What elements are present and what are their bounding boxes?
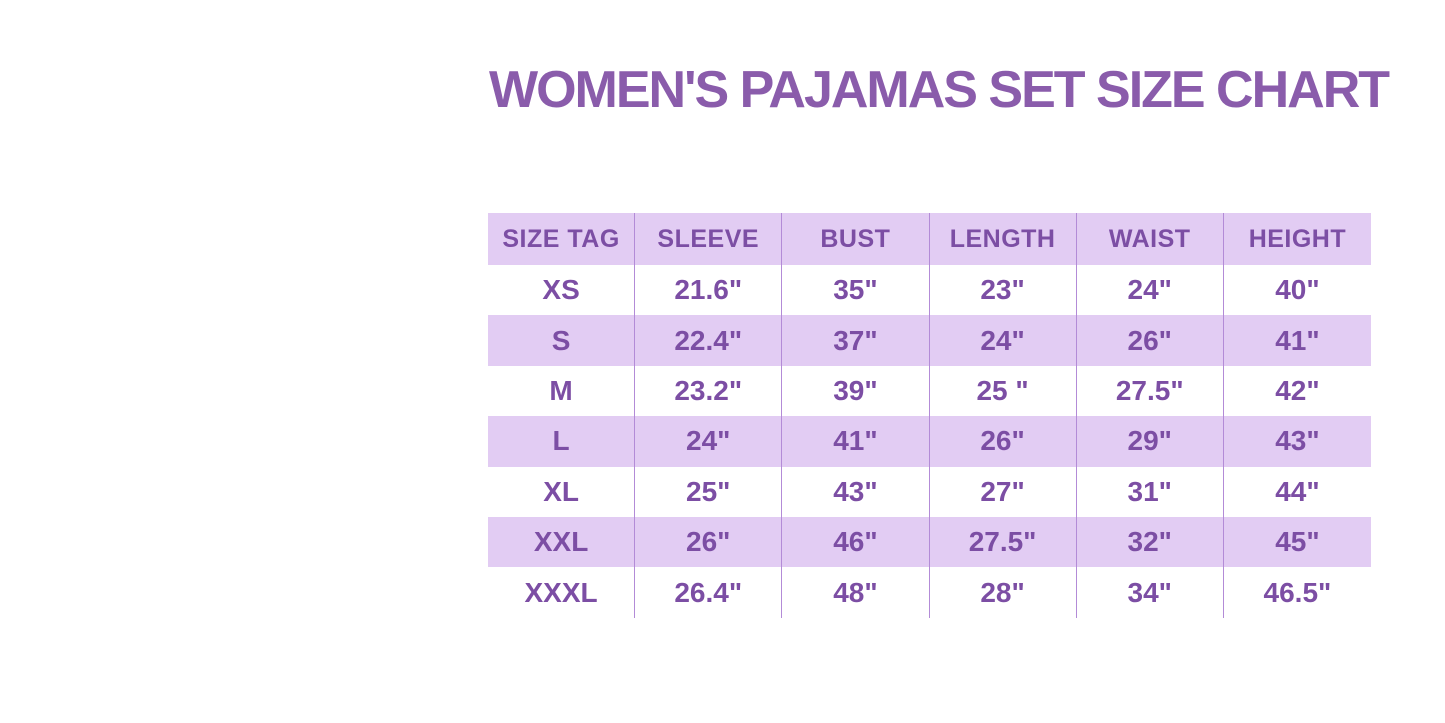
table-row-xxxl: XXXL 26.4" 48" 28" 34" 46.5": [488, 567, 1371, 618]
table-cell: L: [488, 416, 636, 467]
header-cell-size-tag: SIZE TAG: [488, 213, 636, 265]
header-cell-length: LENGTH: [930, 213, 1077, 265]
table-header-row: SIZE TAG SLEEVE BUST LENGTH WAIST HEIGHT: [488, 213, 1371, 265]
table-cell: 26.4": [635, 567, 783, 618]
table-cell: 39": [782, 365, 930, 417]
table-cell: 23.2": [635, 365, 783, 417]
header-cell-waist: WAIST: [1077, 213, 1224, 265]
page-title: WOMEN'S PAJAMAS SET SIZE CHART: [489, 61, 1390, 119]
table-cell: 40": [1275, 274, 1320, 306]
table-cell: XS: [488, 265, 636, 316]
table-cell: 43": [782, 466, 930, 517]
size-chart-table: SIZE TAG SLEEVE BUST LENGTH WAIST HEIGHT…: [488, 213, 1371, 618]
table-cell: 46.5": [1263, 576, 1332, 608]
table-cell: 24": [930, 315, 1077, 366]
header-cell-bust: BUST: [782, 213, 930, 265]
table-row-xs: XS 21.6" 35" 23" 24" 40": [488, 265, 1371, 316]
table-cell: XXL: [488, 516, 636, 568]
table-cell: 27": [930, 466, 1077, 517]
table-row-xl: XL 25" 43" 27" 31" 44": [488, 466, 1371, 517]
table-cell: 21.6": [635, 265, 783, 316]
table-cell: XXXL: [488, 567, 636, 618]
table-cell: 32": [1077, 516, 1224, 568]
table-cell: 25": [635, 466, 783, 517]
table-cell: 37": [782, 315, 930, 366]
header-cell-sleeve: SLEEVE: [635, 213, 783, 265]
table-cell: 43": [1275, 425, 1320, 457]
table-cell: 24": [1077, 265, 1224, 316]
table-cell: 26": [930, 416, 1077, 467]
table-cell: S: [488, 315, 636, 366]
table-cell: 42": [1275, 374, 1320, 406]
table-cell: 27.5": [1077, 365, 1224, 417]
table-cell: 34": [1077, 567, 1224, 618]
table-cell: 45": [1275, 526, 1320, 558]
table-cell: 22.4": [635, 315, 783, 366]
table-cell: 25 ": [930, 365, 1077, 417]
table-cell: 26": [635, 516, 783, 568]
table-cell: 24": [635, 416, 783, 467]
table-cell: 23": [930, 265, 1077, 316]
header-cell-height: HEIGHT: [1248, 224, 1347, 253]
table-cell: M: [488, 365, 636, 417]
table-cell: 46": [782, 516, 930, 568]
table-cell: 35": [782, 265, 930, 316]
table-cell: 48": [782, 567, 930, 618]
table-cell: 31": [1077, 466, 1224, 517]
table-cell: 44": [1275, 475, 1320, 507]
table-cell: 26": [1077, 315, 1224, 366]
table-cell: 41": [1275, 324, 1320, 356]
table-cell: 41": [782, 416, 930, 467]
table-cell: XL: [488, 466, 636, 517]
table-cell: 29": [1077, 416, 1224, 467]
table-cell: 27.5": [930, 516, 1077, 568]
table-row-l: L 24" 41" 26" 29" 43": [488, 416, 1371, 467]
table-row-m: M 23.2" 39" 25 " 27.5" 42": [488, 365, 1371, 417]
table-row-xxl: XXL 26" 46" 27.5" 32" 45": [488, 516, 1371, 568]
table-row-s: S 22.4" 37" 24" 26" 41": [488, 315, 1371, 366]
table-cell: 28": [930, 567, 1077, 618]
